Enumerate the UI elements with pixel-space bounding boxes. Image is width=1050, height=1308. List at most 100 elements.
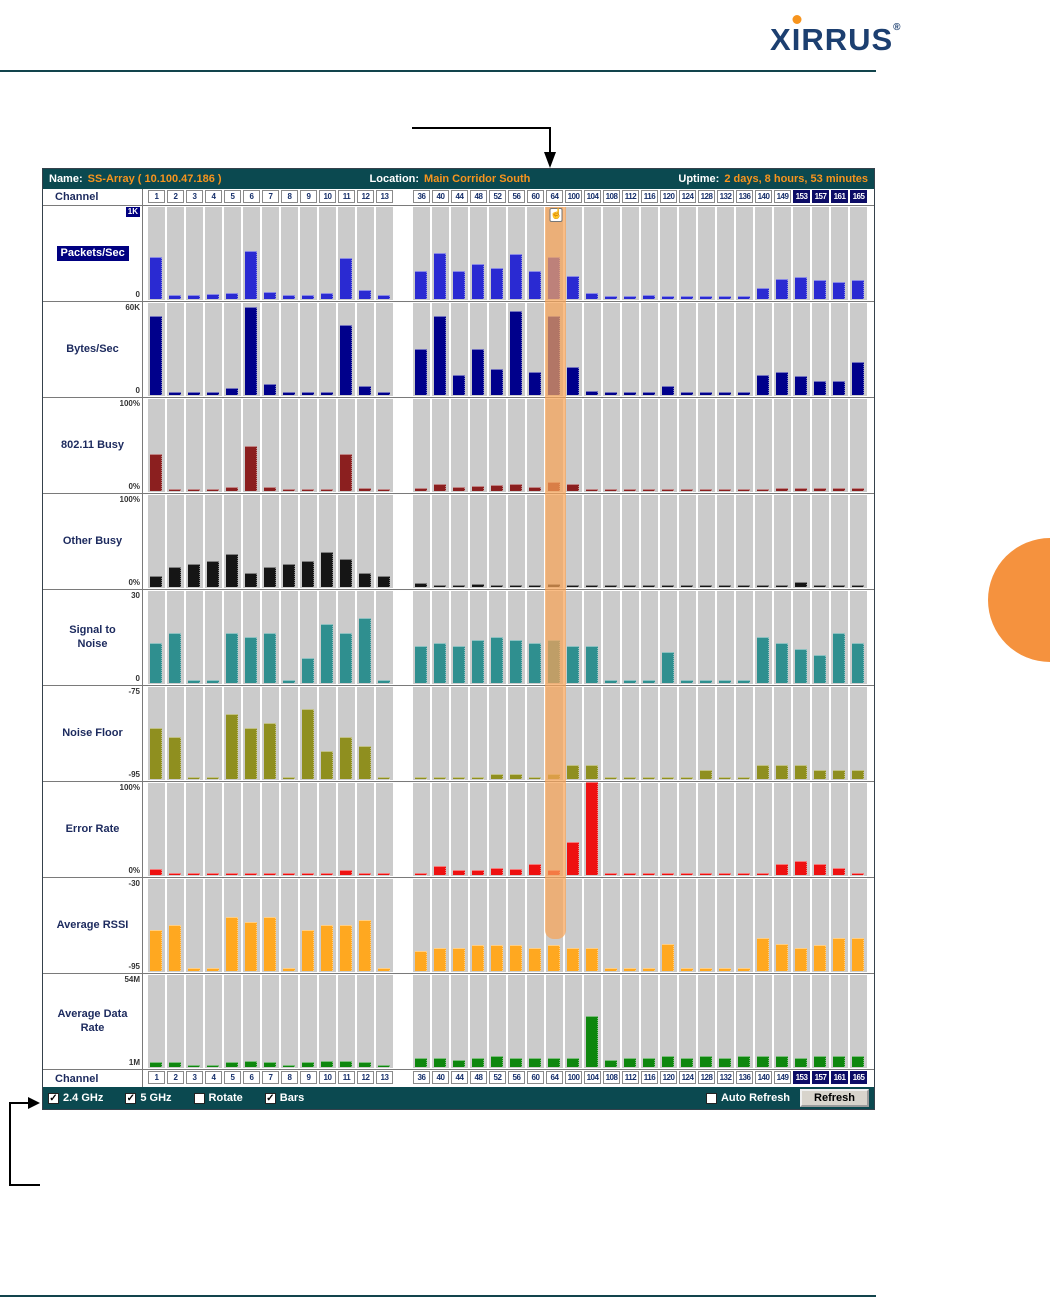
channel-column[interactable] [432,399,449,492]
channel-header-cell[interactable]: 9 [300,190,317,203]
channel-column[interactable] [376,591,393,684]
channel-column[interactable] [755,591,772,684]
channel-column[interactable] [698,495,715,588]
channel-column[interactable] [300,975,317,1068]
channel-column[interactable] [167,495,184,588]
channel-column[interactable] [508,495,525,588]
channel-column[interactable] [717,687,734,780]
channel-column[interactable] [774,399,791,492]
channel-column[interactable] [300,303,317,396]
channel-column[interactable] [262,591,279,684]
channel-column[interactable] [831,975,848,1068]
channel-column[interactable] [793,687,810,780]
channel-column[interactable] [489,975,506,1068]
channel-column[interactable] [357,303,374,396]
channel-column[interactable] [660,687,677,780]
channel-column[interactable] [812,975,829,1068]
checkbox-2-4-ghz[interactable]: ✓2.4 GHz [48,1092,103,1104]
channel-column[interactable] [300,783,317,876]
channel-column[interactable] [224,303,241,396]
channel-column[interactable] [831,207,848,300]
channel-column[interactable] [413,495,430,588]
channel-column[interactable] [622,879,639,972]
channel-column[interactable] [622,687,639,780]
channel-column[interactable] [186,591,203,684]
channel-column[interactable] [736,879,753,972]
channel-column[interactable] [584,687,601,780]
channel-column[interactable] [243,207,260,300]
channel-column[interactable] [755,783,772,876]
channel-column[interactable] [300,207,317,300]
channel-column[interactable] [338,687,355,780]
channel-column[interactable] [508,687,525,780]
channel-column[interactable] [148,399,165,492]
channel-column[interactable] [603,303,620,396]
channel-column[interactable] [167,687,184,780]
channel-column[interactable] [812,303,829,396]
channel-column[interactable] [584,495,601,588]
channel-column[interactable] [603,975,620,1068]
channel-column[interactable] [186,879,203,972]
channel-column[interactable] [698,879,715,972]
channel-column[interactable] [850,975,867,1068]
channel-column[interactable] [413,783,430,876]
channel-column[interactable] [243,591,260,684]
channel-header-cell[interactable]: 120 [660,1071,677,1084]
channel-column[interactable] [262,495,279,588]
channel-header-cell[interactable]: 5 [224,190,241,203]
channel-column[interactable] [774,303,791,396]
channel-column[interactable] [413,591,430,684]
channel-column[interactable] [774,591,791,684]
channel-column[interactable] [812,879,829,972]
channel-column[interactable] [148,975,165,1068]
channel-header-cell[interactable]: 52 [489,1071,506,1084]
channel-column[interactable] [641,879,658,972]
channel-header-cell[interactable]: 136 [736,190,753,203]
channel-column[interactable] [205,207,222,300]
channel-column[interactable] [357,879,374,972]
channel-header-cell[interactable]: 11 [338,190,355,203]
channel-column[interactable] [413,687,430,780]
channel-column[interactable] [793,495,810,588]
channel-header-cell[interactable]: 8 [281,1071,298,1084]
channel-column[interactable] [470,495,487,588]
channel-column[interactable] [376,975,393,1068]
channel-column[interactable] [148,783,165,876]
channel-header-cell[interactable]: 120 [660,190,677,203]
channel-column[interactable] [319,591,336,684]
channel-column[interactable] [319,303,336,396]
channel-column[interactable] [774,975,791,1068]
channel-column[interactable] [224,783,241,876]
channel-header-cell[interactable]: 56 [508,190,525,203]
channel-column[interactable] [755,879,772,972]
channel-column[interactable] [641,975,658,1068]
channel-column[interactable] [774,687,791,780]
channel-column[interactable] [660,591,677,684]
channel-column[interactable] [527,207,544,300]
metric-name[interactable]: Error Rate [66,823,120,837]
channel-header-cell[interactable]: 165 [850,1071,867,1084]
channel-column[interactable] [717,495,734,588]
channel-header-cell[interactable]: 56 [508,1071,525,1084]
channel-header-cell[interactable]: 2 [167,190,184,203]
channel-column[interactable] [376,783,393,876]
channel-column[interactable] [565,591,582,684]
channel-header-cell[interactable]: 112 [622,1071,639,1084]
channel-header-cell[interactable]: 60 [527,1071,544,1084]
channel-column[interactable] [281,975,298,1068]
channel-column[interactable] [376,495,393,588]
channel-column[interactable] [470,399,487,492]
channel-header-cell[interactable]: 149 [774,1071,791,1084]
channel-column[interactable] [736,207,753,300]
channel-header-cell[interactable]: 128 [698,190,715,203]
channel-header-cell[interactable]: 116 [641,1071,658,1084]
channel-column[interactable] [622,303,639,396]
metric-name[interactable]: Bytes/Sec [66,343,119,357]
channel-column[interactable] [451,687,468,780]
checkbox-rotate[interactable]: Rotate [194,1092,243,1104]
channel-header-cell[interactable]: 124 [679,1071,696,1084]
channel-column[interactable] [224,591,241,684]
channel-column[interactable] [432,207,449,300]
channel-column[interactable] [300,879,317,972]
channel-column[interactable] [565,687,582,780]
